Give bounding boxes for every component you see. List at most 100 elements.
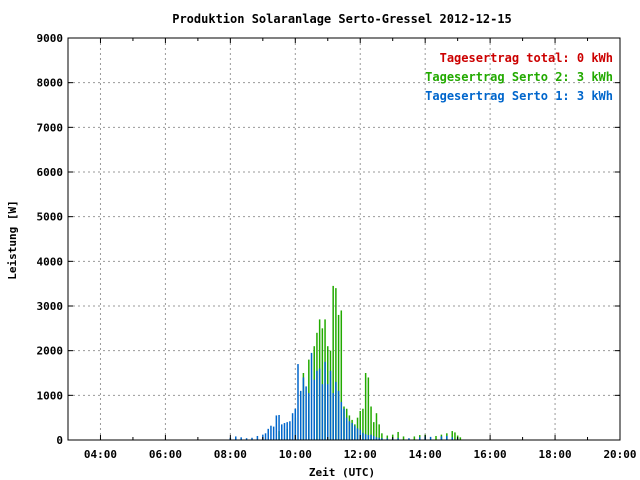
bar-serto1 bbox=[367, 435, 370, 440]
bar-serto1 bbox=[251, 437, 253, 440]
bar-serto1 bbox=[310, 352, 313, 440]
legend: Tagesertrag total: 0 kWh Tagesertrag Sert… bbox=[425, 51, 613, 103]
bar-serto1 bbox=[356, 428, 359, 440]
bar-serto2 bbox=[402, 436, 405, 440]
x-tick-label: 04:00 bbox=[84, 448, 117, 461]
grid bbox=[68, 38, 620, 440]
legend-item: Tagesertrag Serto 1: 3 kWh bbox=[425, 89, 613, 103]
bar-serto1 bbox=[267, 428, 269, 440]
bar-serto1 bbox=[340, 402, 343, 440]
bar-serto1 bbox=[446, 435, 448, 440]
bar-serto1 bbox=[313, 379, 315, 440]
x-tick-label: 18:00 bbox=[538, 448, 571, 461]
bar-serto2 bbox=[373, 422, 375, 440]
x-tick-label: 08:00 bbox=[214, 448, 247, 461]
bars bbox=[229, 285, 462, 440]
y-tick-label: 5000 bbox=[37, 211, 64, 224]
bar-serto1 bbox=[308, 393, 310, 440]
bar-serto2 bbox=[378, 424, 380, 440]
bar-serto2 bbox=[397, 431, 399, 440]
bar-serto2 bbox=[364, 373, 367, 440]
y-tick-label: 2000 bbox=[37, 345, 64, 358]
x-tick-label: 16:00 bbox=[474, 448, 507, 461]
bar-serto1 bbox=[381, 438, 383, 440]
bar-serto2 bbox=[435, 435, 437, 440]
x-tick-label: 06:00 bbox=[149, 448, 182, 461]
bar-serto2 bbox=[335, 288, 337, 440]
bar-serto2 bbox=[367, 377, 370, 440]
bar-serto1 bbox=[264, 433, 267, 440]
x-axis-label: Zeit (UTC) bbox=[309, 466, 375, 479]
y-tick-label: 3000 bbox=[37, 300, 64, 313]
bar-serto1 bbox=[419, 437, 421, 440]
bar-serto1 bbox=[240, 437, 242, 440]
y-axis-label: Leistung [W] bbox=[6, 200, 19, 279]
bar-serto1 bbox=[354, 425, 356, 440]
bar-serto2 bbox=[370, 406, 372, 440]
bar-serto2 bbox=[375, 413, 378, 440]
bar-serto1 bbox=[283, 423, 286, 440]
plot-frame bbox=[67, 37, 621, 441]
bar-serto1 bbox=[289, 421, 291, 440]
x-tick-label: 12:00 bbox=[344, 448, 377, 461]
legend-item: Tagesertrag total: 0 kWh bbox=[440, 51, 613, 65]
bar-serto1 bbox=[235, 436, 237, 440]
bar-serto2 bbox=[386, 435, 389, 440]
bar-serto1 bbox=[324, 361, 326, 440]
x-tick-label: 10:00 bbox=[279, 448, 312, 461]
bar-serto1 bbox=[291, 413, 294, 440]
bar-serto1 bbox=[278, 414, 280, 440]
legend-item: Tagesertrag Serto 2: 3 kWh bbox=[425, 70, 613, 84]
y-tick-label: 9000 bbox=[37, 32, 64, 45]
bar-serto1 bbox=[440, 436, 443, 440]
bar-serto1 bbox=[386, 438, 389, 440]
y-tick-label: 1000 bbox=[37, 389, 64, 402]
bar-serto1 bbox=[321, 384, 324, 440]
y-tick-label: 4000 bbox=[37, 255, 64, 268]
bar-serto1 bbox=[297, 364, 299, 440]
bar-serto1 bbox=[348, 421, 351, 440]
bar-serto2 bbox=[332, 285, 334, 440]
axis-ticks bbox=[67, 37, 621, 441]
y-tick-label: 0 bbox=[56, 434, 63, 447]
bar-serto1 bbox=[375, 437, 378, 440]
bar-serto1 bbox=[302, 377, 305, 440]
bar-serto1 bbox=[286, 422, 288, 440]
bar-serto1 bbox=[316, 370, 318, 440]
bar-serto1 bbox=[294, 408, 297, 440]
bar-serto2 bbox=[359, 410, 361, 440]
bar-serto1 bbox=[256, 435, 259, 440]
bar-serto1 bbox=[362, 432, 364, 440]
y-tick-label: 6000 bbox=[37, 166, 64, 179]
bar-serto1 bbox=[364, 434, 367, 440]
bar-serto1 bbox=[351, 423, 353, 440]
bar-serto2 bbox=[451, 431, 453, 440]
bar-serto1 bbox=[329, 370, 332, 440]
bar-serto1 bbox=[429, 436, 432, 440]
chart-title: Produktion Solaranlage Serto-Gressel 201… bbox=[172, 12, 512, 26]
bar-serto1 bbox=[337, 390, 340, 440]
bar-serto1 bbox=[397, 438, 399, 440]
x-tick-label: 14:00 bbox=[409, 448, 442, 461]
bar-serto1 bbox=[270, 425, 272, 440]
bar-serto1 bbox=[359, 429, 361, 440]
tick-labels: 0 1000 2000 3000 4000 5000 6000 7000 8000 9000 04:… bbox=[37, 32, 637, 461]
bar-serto1 bbox=[408, 438, 410, 440]
bar-serto1 bbox=[332, 393, 334, 440]
bar-serto1 bbox=[345, 417, 348, 440]
bar-serto1 bbox=[343, 408, 345, 440]
bar-serto1 bbox=[451, 437, 453, 440]
y-tick-label: 8000 bbox=[37, 77, 64, 90]
bar-serto1 bbox=[275, 415, 278, 440]
bar-serto1 bbox=[370, 434, 372, 440]
bar-serto1 bbox=[335, 381, 337, 440]
bar-serto2 bbox=[459, 437, 462, 440]
bar-serto2 bbox=[340, 310, 343, 440]
bar-serto1 bbox=[281, 424, 283, 440]
bar-serto2 bbox=[362, 408, 364, 440]
bar-serto2 bbox=[381, 433, 383, 440]
y-tick-label: 7000 bbox=[37, 121, 64, 134]
x-tick-label: 20:00 bbox=[603, 448, 636, 461]
